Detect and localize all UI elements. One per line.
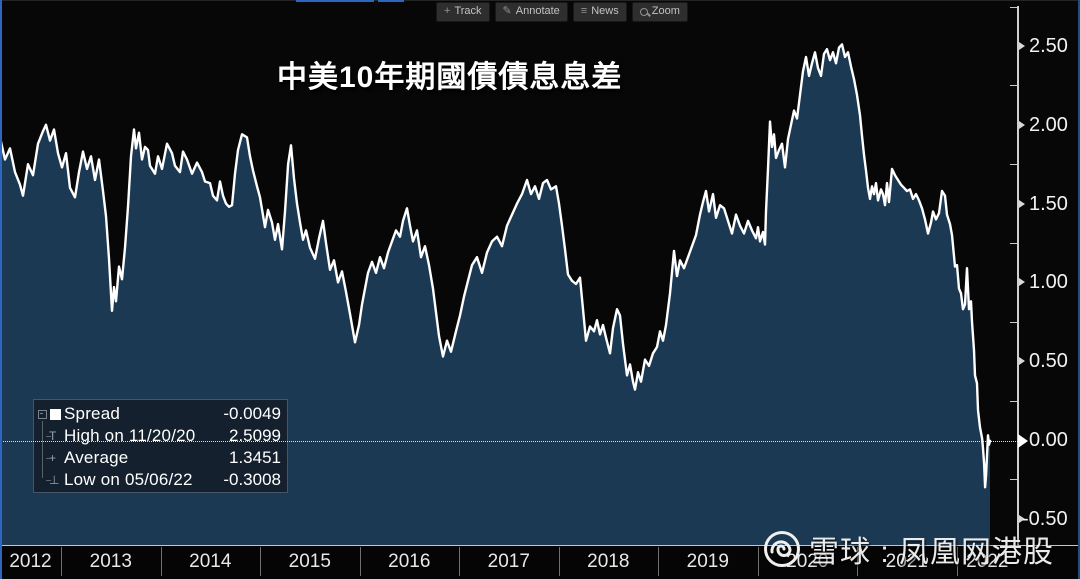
legend-value: 2.5099 (229, 426, 281, 445)
series-swatch-icon (50, 408, 61, 420)
news-button-label: News (591, 5, 619, 17)
legend-value: 1.3451 (229, 448, 281, 467)
right-border (1078, 0, 1080, 579)
legend-value: -0.3008 (223, 470, 281, 489)
top-border-accent (378, 0, 404, 2)
year-separator (757, 547, 759, 576)
y-tick-arrow-icon (1019, 120, 1025, 129)
y-axis-minor-tick (1010, 85, 1018, 87)
x-axis-year-label: 2014 (189, 551, 232, 572)
y-tick-arrow-icon (1019, 42, 1025, 50)
track-button-label: Track (454, 5, 482, 17)
year-separator (857, 547, 858, 576)
year-separator (359, 547, 361, 576)
x-axis-year-label: 2016 (388, 551, 431, 572)
year-separator (61, 547, 62, 576)
y-axis-line (1017, 6, 1019, 545)
legend-marker-area: + (38, 447, 64, 469)
track-crosshair-icon: + (444, 5, 451, 17)
x-axis-year-label: 2012 (9, 551, 52, 572)
x-axis-year-label: 2021 (885, 551, 928, 572)
y-tick-label: 2.00 (1029, 113, 1068, 136)
list-icon: ≡ (580, 5, 588, 17)
top-border-accent (296, 0, 374, 2)
legend-label: Low on 05/06/22 (64, 470, 193, 489)
legend-tree-line (42, 421, 43, 478)
y-axis-minor-tick (1010, 6, 1018, 8)
y-tick-label: 2.50 (1029, 35, 1068, 57)
y-axis-minor-tick (1010, 479, 1018, 481)
y-tick-arrow-icon (1019, 199, 1025, 208)
y-axis-minor-tick (1010, 400, 1018, 402)
y-axis-minor-tick (1010, 164, 1018, 166)
track-button[interactable]: + Track (436, 2, 490, 22)
x-axis-band: 2012 2013 2014 2015 2016 2017 2018 2019 2020 2021… (0, 545, 1080, 579)
year-separator (658, 547, 659, 576)
year-separator (558, 547, 560, 576)
zoom-button-label: Zoom (651, 5, 680, 17)
year-separator (160, 547, 162, 576)
spread-line (0, 43, 992, 489)
x-axis-year-label: 2022 (966, 551, 1009, 572)
legend-row-high[interactable]: T High on 11/20/20 2.5099 (38, 425, 281, 447)
high-marker-icon: T (49, 429, 57, 443)
left-border (0, 0, 2, 579)
y-tick-arrow-icon (1019, 514, 1025, 523)
legend-marker-area: ⊥ (38, 469, 64, 491)
tree-expander-icon[interactable] (38, 409, 47, 419)
legend-row-average[interactable]: + Average 1.3451 (38, 447, 281, 469)
x-axis-year-label: 2015 (288, 551, 331, 572)
chart-toolbar: + Track ✎ Annotate ≡ News Zoom (436, 2, 688, 22)
legend-value: -0.0049 (223, 404, 281, 423)
top-border (0, 0, 1080, 1)
low-marker-icon: ⊥ (49, 473, 60, 487)
x-axis-year-label: 2019 (686, 551, 729, 572)
y-tick-label: -0.50 (1022, 507, 1068, 530)
y-tick-arrow-icon (1019, 278, 1025, 287)
xueqiu-snowball-logo-icon (764, 531, 800, 567)
news-button[interactable]: ≡ News (572, 2, 627, 22)
average-marker-icon: + (49, 451, 57, 465)
year-separator (956, 547, 958, 576)
pencil-icon: ✎ (502, 5, 512, 17)
legend-label: Spread (64, 404, 121, 423)
y-axis-minor-tick (1010, 321, 1018, 323)
y-tick-label: 1.00 (1029, 271, 1068, 294)
watermark-text: 雪球 : 凤凰网港股 (809, 536, 1055, 569)
legend-label: Average (64, 448, 129, 467)
x-axis-year-label: 2017 (487, 551, 530, 572)
y-tick-label: 0.50 (1029, 350, 1068, 373)
x-axis-year-label: 2013 (89, 551, 132, 572)
y-axis-minor-tick (1010, 243, 1018, 244)
last-value-dotted-line (0, 440, 1018, 442)
y-tick-label: 0.00 (1029, 429, 1068, 451)
legend-row-spread[interactable]: Spread -0.0049 (38, 403, 281, 425)
legend-panel: Spread -0.0049 T High on 11/20/20 2.5099… (33, 399, 288, 493)
year-separator (459, 547, 460, 576)
legend-label: High on 11/20/20 (64, 426, 196, 445)
watermark: 雪球 : 凤凰网港股 (762, 527, 1054, 571)
annotate-button-label: Annotate (515, 5, 560, 17)
chart-title: 中美10年期國債債息息差 (277, 61, 623, 94)
zoom-button[interactable]: Zoom (631, 2, 688, 22)
y-tick-arrow-icon (1019, 357, 1025, 366)
x-axis-year-label: 2018 (587, 551, 630, 572)
legend-marker-area: T (38, 425, 64, 447)
legend-row-low[interactable]: ⊥ Low on 05/06/22 -0.3008 (38, 469, 281, 491)
annotate-button[interactable]: ✎ Annotate (494, 2, 568, 22)
y-tick-label: 1.50 (1029, 192, 1068, 215)
year-separator (260, 547, 261, 576)
last-value-arrow-marker (1018, 433, 1028, 448)
magnifier-icon (639, 7, 648, 16)
legend-marker-area (38, 403, 64, 425)
